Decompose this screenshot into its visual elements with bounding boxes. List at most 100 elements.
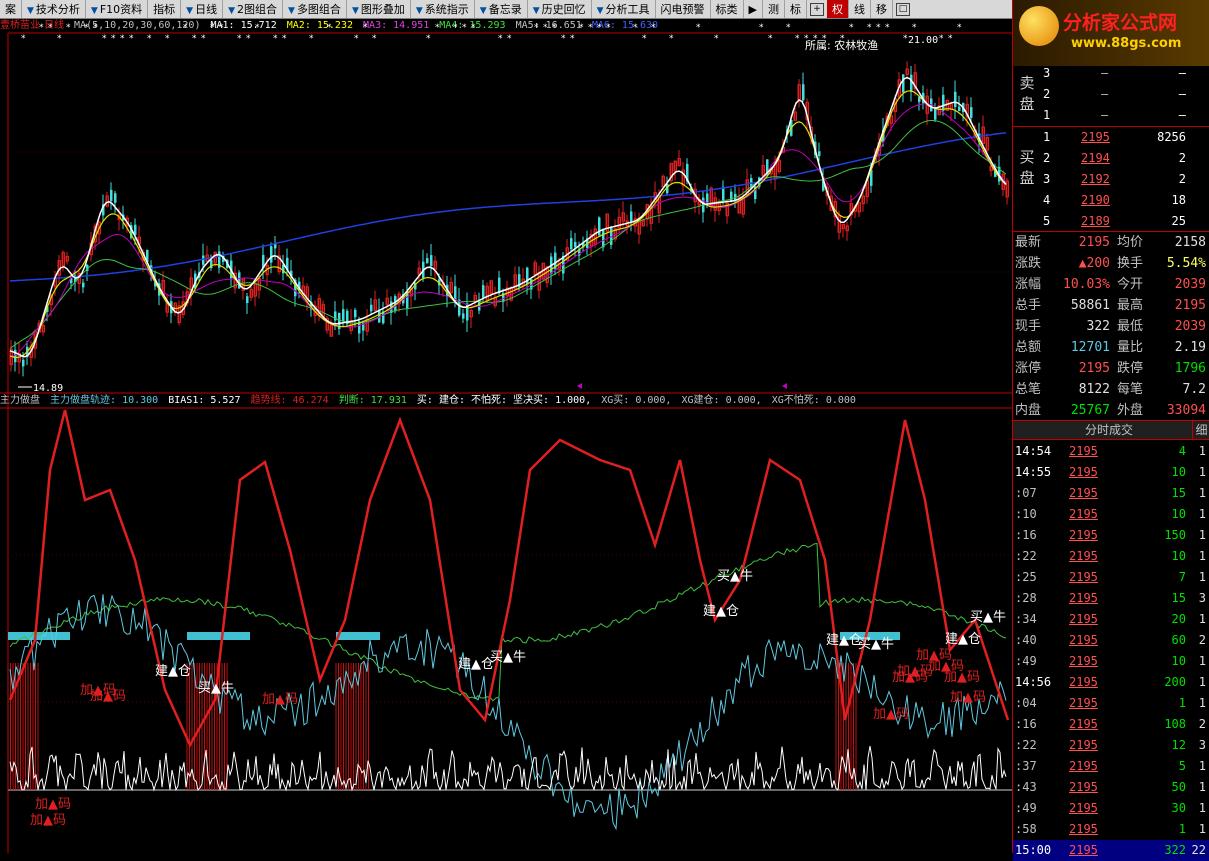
svg-text:*: * (498, 34, 503, 44)
play-icon[interactable]: ▶ (744, 0, 764, 18)
tick-time: :49 (1015, 654, 1037, 668)
svg-text:*: * (435, 23, 440, 33)
tick-row[interactable]: 14:54 2195 4 1 (1013, 441, 1209, 462)
stat-row: 现手 322 最低 2039 (1013, 316, 1209, 337)
toolbar-item-f10[interactable]: ▼ F10资料 (86, 0, 149, 18)
stat-label: 现手 (1015, 319, 1042, 334)
stat-row: 涨跌 ▲200 换手 5.54% (1013, 253, 1209, 274)
stat-label: 总笔 (1015, 382, 1042, 397)
tick-row[interactable]: :25 2195 7 1 (1013, 567, 1209, 588)
toolbar-item-multichart[interactable]: ▼ 多图组合 (283, 0, 347, 18)
tick-price: 2195 (1069, 486, 1098, 500)
toolbar-item-mark[interactable]: 标类 (711, 0, 744, 18)
buy-row-4[interactable]: 4 2190 18 (1043, 193, 1186, 207)
tick-row[interactable]: :10 2195 10 1 (1013, 504, 1209, 525)
toolbar-item-overlay[interactable]: ▼ 图形叠加 (347, 0, 411, 18)
tick-row[interactable]: :43 2195 50 1 (1013, 777, 1209, 798)
toolbar-item-daily[interactable]: ▼ 日线 (181, 0, 224, 18)
expand-icon[interactable]: □ (896, 2, 911, 16)
svg-text:*: * (507, 34, 512, 44)
ticks-detail-button[interactable]: 细 (1192, 421, 1209, 439)
tick-row[interactable]: :40 2195 60 2 (1013, 630, 1209, 651)
tab-rights[interactable]: 权 (827, 0, 850, 18)
stat-value: 322 (1086, 319, 1110, 334)
stat-label: 涨跌 (1015, 256, 1042, 271)
tick-row[interactable]: :49 2195 30 1 (1013, 798, 1209, 819)
toolbar-item-history[interactable]: ▼ 历史回忆 (528, 0, 592, 18)
svg-text:*: * (102, 34, 107, 44)
tick-row[interactable]: :22 2195 10 1 (1013, 546, 1209, 567)
tick-row[interactable]: :04 2195 1 1 (1013, 693, 1209, 714)
tick-row[interactable]: :34 2195 20 1 (1013, 609, 1209, 630)
tick-price: 2195 (1069, 738, 1098, 752)
toolbar-item-system[interactable]: ▼ 系统指示 (411, 0, 475, 18)
tick-volume: 10 (1171, 465, 1186, 479)
tick-price: 2195 (1069, 675, 1098, 689)
tick-row[interactable]: :07 2195 15 1 (1013, 483, 1209, 504)
dropdown-arrow-icon: ▼ (532, 5, 540, 16)
svg-text:*: * (651, 23, 656, 33)
signal-jiama-6: 加▲码 (897, 664, 933, 679)
tab-move[interactable]: 移 (871, 0, 894, 18)
svg-text:*: * (255, 23, 260, 33)
svg-text:*: * (840, 34, 845, 44)
signal-maiiniu-2: 买▲牛 (490, 650, 526, 665)
stat-value: 58861 (1070, 298, 1110, 313)
svg-text:*: * (84, 23, 89, 33)
kline-chart[interactable]: * * * * * * * * * * * * * * * * * * * * * * * * * * * * * * * * * * * * * * * *… (0, 0, 1012, 853)
signal-jiancang-5: 建▲仓 (945, 632, 981, 647)
stat-label: 均价 (1117, 235, 1144, 250)
stat-row: 总手 58861 最高 2195 (1013, 295, 1209, 316)
svg-text:*: * (768, 34, 773, 44)
signal-jiama-5: 加▲码 (892, 670, 928, 685)
tick-time: :34 (1015, 612, 1037, 626)
ticks-header: 分时成交 细 (1013, 420, 1209, 440)
tab-line[interactable]: 线 (849, 0, 872, 18)
tick-row[interactable]: 15:00 2195 322 22 (1013, 840, 1209, 861)
tick-row[interactable]: :37 2195 5 1 (1013, 756, 1209, 777)
tick-volume: 150 (1164, 528, 1186, 542)
tick-row[interactable]: :22 2195 12 3 (1013, 735, 1209, 756)
tick-row[interactable]: :58 2195 1 1 (1013, 819, 1209, 840)
signal-jiama-4: 加▲码 (873, 707, 909, 722)
logo: 分析家公式网 www.88gs.com (1013, 0, 1209, 66)
indicator-judge: 判断: 17.931 (338, 395, 407, 406)
tick-time: :16 (1015, 717, 1037, 731)
ma6-value: MA6: 15.630 (591, 20, 659, 31)
tick-row[interactable]: 14:55 2195 10 1 (1013, 462, 1209, 483)
tick-time: :37 (1015, 759, 1037, 773)
toolbar-item-case[interactable]: 案 (0, 0, 22, 18)
tick-row[interactable]: :28 2195 15 3 (1013, 588, 1209, 609)
signal-jiancang-2: 建▲仓 (458, 657, 494, 672)
tick-price: 2195 (1069, 465, 1098, 479)
buy-row-1[interactable]: 1 2195 8256 (1043, 130, 1186, 144)
tab-test[interactable]: 测 (763, 0, 786, 18)
grid-icon[interactable]: + (810, 2, 825, 16)
tick-row[interactable]: :16 2195 108 2 (1013, 714, 1209, 735)
tick-row[interactable]: 14:56 2195 200 1 (1013, 672, 1209, 693)
stat-value: 33094 (1166, 403, 1206, 418)
buy-row-5[interactable]: 5 2189 25 (1043, 214, 1186, 228)
toolbar-item-tech-analysis[interactable]: ▼ 技术分析 (22, 0, 86, 18)
tick-row[interactable]: :49 2195 10 1 (1013, 651, 1209, 672)
toolbar-item-alert[interactable]: 闪电预警 (656, 0, 711, 18)
indicator-name: 主力做盘 (0, 395, 40, 406)
sell-row-2: 2– – (1043, 87, 1186, 101)
buy-row-2[interactable]: 2 2194 2 (1043, 151, 1186, 165)
toolbar-item-tools[interactable]: ▼ 分析工具 (592, 0, 656, 18)
svg-text:*: * (129, 34, 134, 44)
indicator-red-bars (7, 663, 857, 790)
signal-jiama-8: 加▲码 (928, 659, 964, 674)
toolbar-item-memo[interactable]: ▼ 备忘录 (475, 0, 528, 18)
toolbar-item-2chart[interactable]: ▼ 2图组合 (223, 0, 284, 18)
logo-url: www.88gs.com (1071, 36, 1182, 51)
toolbar-item-indicator[interactable]: 指标 (148, 0, 182, 18)
stock-name: 壹桥苗业 (0, 20, 40, 31)
svg-text:*: * (606, 23, 611, 33)
tick-row[interactable]: :16 2195 150 1 (1013, 525, 1209, 546)
buy-side-label: 买盘 (1019, 148, 1035, 187)
buy-row-3[interactable]: 3 2192 2 (1043, 172, 1186, 186)
svg-text:*: * (813, 34, 818, 44)
tab-mark[interactable]: 标 (785, 0, 808, 18)
ma5-value: MA5: 16.651 (515, 20, 582, 31)
